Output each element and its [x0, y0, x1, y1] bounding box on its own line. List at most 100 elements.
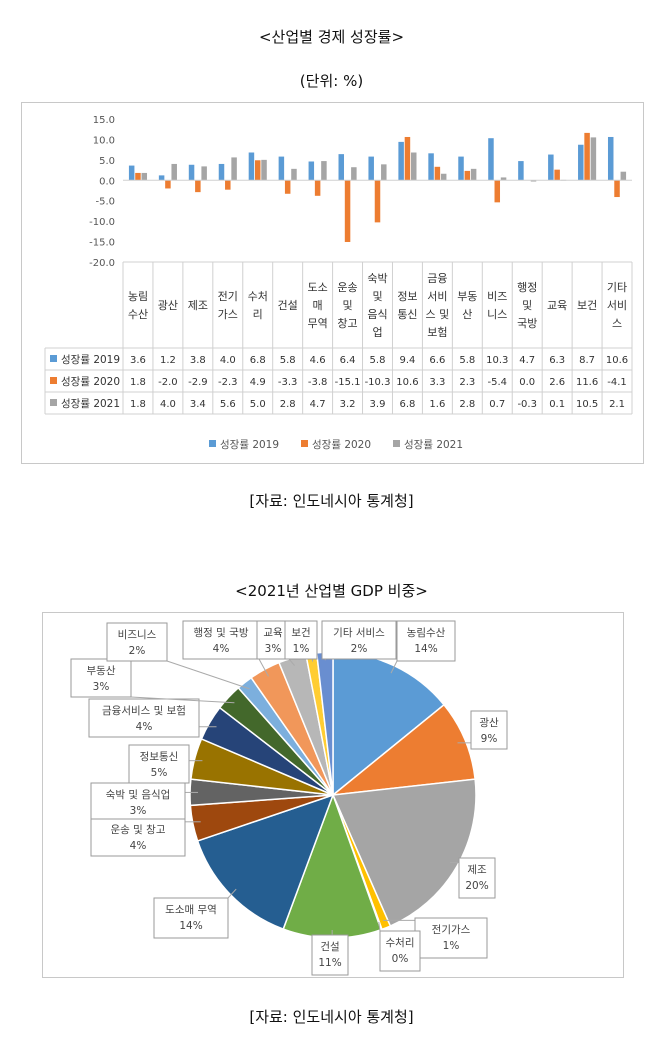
data-label: -10.3: [365, 377, 391, 388]
data-table: [44, 261, 633, 415]
bar: [607, 136, 614, 181]
slice-percent: 1%: [293, 643, 310, 655]
slice-label-box: [379, 930, 421, 972]
data-label: -5.4: [488, 377, 508, 388]
bar: [590, 137, 597, 181]
category-label: 및: [522, 299, 532, 312]
data-label: 4.0: [220, 355, 236, 366]
data-label: 3.3: [429, 377, 445, 388]
slice-percent: 3%: [93, 681, 110, 693]
slice-label-box: [182, 620, 260, 660]
category-label: 행정: [517, 281, 537, 294]
category-label: 보건: [577, 299, 597, 312]
bar: [500, 177, 507, 181]
slice-label-box: [311, 934, 349, 976]
slice-percent: 5%: [151, 767, 168, 779]
data-label: 5.8: [370, 355, 386, 366]
category-label: 보험: [427, 326, 447, 339]
slice-percent: 14%: [179, 920, 202, 932]
category-label: 서비: [607, 299, 627, 312]
chart2-source: [자료: 인도네시아 통계청]: [249, 1008, 414, 1026]
slice-label: 제조: [467, 864, 487, 876]
pie-chart-frame: 농림수산 14% 광산 9% 제조 20% 전기가스 1% 수처리 0% 건설 11% 도소매 무역 14…: [42, 612, 624, 978]
data-label: -4.1: [607, 377, 627, 388]
slice-label-box: [414, 917, 488, 959]
y-tick-label: 10.0: [93, 135, 115, 146]
bar: [381, 164, 387, 181]
bar: [248, 152, 255, 181]
bar: [291, 168, 297, 181]
data-label: 0.1: [549, 399, 565, 410]
bar: [434, 166, 441, 181]
bar: [578, 144, 584, 181]
chart2-title: <2021년 산업별 GDP 비중>: [235, 582, 428, 600]
data-label: 10.5: [576, 399, 598, 410]
bar: [308, 161, 315, 181]
category-label: 음식: [367, 308, 387, 321]
leader-line: [166, 660, 250, 690]
category-label: 통신: [397, 308, 417, 321]
category-label: 부동: [457, 290, 477, 303]
bar: [351, 167, 357, 181]
bar: [458, 156, 464, 181]
y-tick-label: 0.0: [99, 176, 115, 187]
bar: [201, 166, 207, 181]
y-tick-label: -15.0: [89, 238, 115, 249]
category-label: 산: [462, 308, 472, 321]
bar: [518, 161, 524, 181]
leader-line: [390, 660, 398, 674]
category-label: 스 및: [426, 308, 450, 321]
slice-percent: 3%: [130, 805, 147, 817]
legend-swatch: [301, 440, 308, 447]
data-label: 1.8: [130, 399, 146, 410]
legend-swatch: [209, 440, 216, 447]
category-label: 및: [342, 299, 352, 312]
bar: [404, 136, 411, 181]
category-label: 광산: [158, 299, 178, 312]
category-label: 제조: [188, 299, 208, 312]
leader-line: [258, 658, 269, 677]
category-label: 정보: [397, 290, 417, 303]
bar: [344, 180, 351, 242]
category-label: 금융: [427, 272, 447, 285]
bar: [165, 180, 171, 189]
data-label: 5.6: [220, 399, 236, 410]
data-label: 10.6: [396, 377, 418, 388]
legend-label: 성장률 2019: [220, 439, 279, 451]
slice-percent: 4%: [136, 721, 153, 733]
slice-percent: 3%: [265, 643, 282, 655]
bar: [428, 153, 434, 181]
data-label: -2.9: [188, 377, 208, 388]
y-tick-label: 15.0: [93, 115, 115, 126]
bar: [254, 160, 261, 181]
bar: [128, 165, 135, 181]
category-label: 창고: [337, 317, 357, 330]
slice-percent: 2%: [351, 643, 368, 655]
series-row-name: 성장률 2019: [61, 354, 120, 366]
slice-label-box: [458, 857, 496, 899]
data-label: 3.4: [190, 399, 206, 410]
category-label: 운송: [337, 281, 357, 294]
data-label: 0.7: [489, 399, 505, 410]
slice-percent: 11%: [318, 957, 341, 969]
data-label: 9.4: [399, 355, 415, 366]
slice-label: 부동산: [87, 665, 116, 677]
bar: [218, 163, 225, 181]
bar: [231, 157, 237, 181]
category-label: 기타: [607, 281, 627, 294]
bar: [584, 132, 590, 181]
bar: [620, 171, 627, 181]
legend-swatch: [393, 440, 400, 447]
slice-label-box: [106, 622, 168, 662]
data-label: 11.6: [576, 377, 598, 388]
slice-percent: 4%: [130, 840, 147, 852]
data-label: -3.8: [308, 377, 328, 388]
data-label: 4.7: [310, 399, 326, 410]
data-label: 2.6: [549, 377, 565, 388]
slice-label-box: [70, 658, 132, 698]
pie-chart: 농림수산 14% 광산 9% 제조 20% 전기가스 1% 수처리 0% 건설 11% 도소매 무역 14…: [70, 620, 508, 976]
category-label: 교육: [547, 299, 567, 312]
slice-label: 기타 서비스: [333, 627, 385, 639]
category-label: 수산: [128, 308, 148, 321]
slice-label: 보건: [291, 627, 310, 639]
